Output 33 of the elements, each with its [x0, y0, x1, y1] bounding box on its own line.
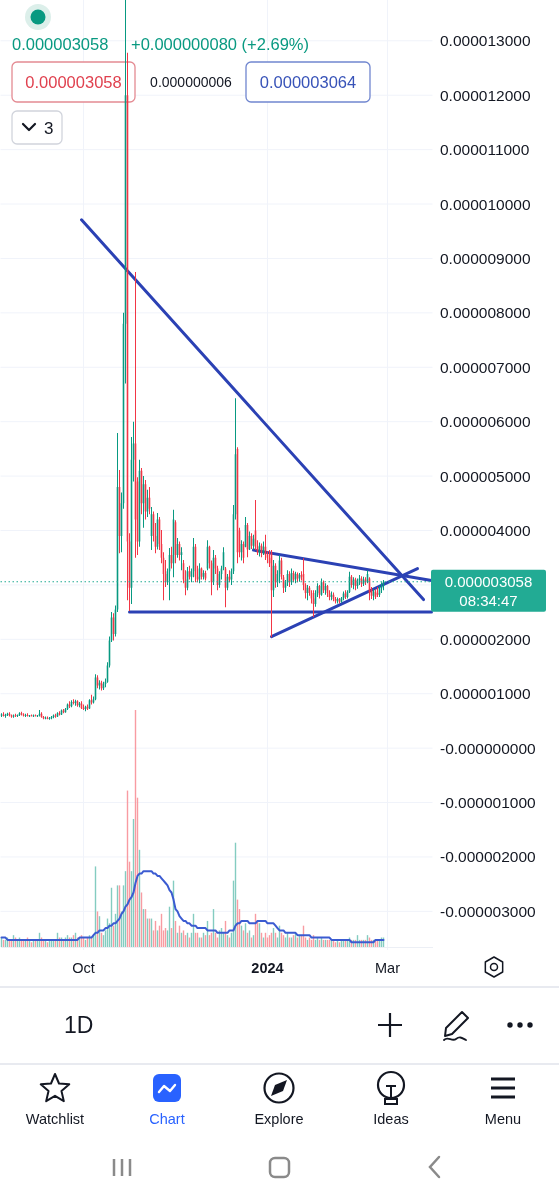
annotation: 0.000003058 — [25, 73, 122, 91]
y-tick-label: 0.000013000 — [440, 32, 531, 50]
text: Ideas — [373, 1111, 409, 1127]
annotation: 0.000003058 — [12, 35, 109, 53]
x-tick-label: Mar — [375, 960, 401, 976]
y-tick-label: 0.000005000 — [440, 467, 531, 485]
annotation: +0.000000080 (+2.69%) — [131, 35, 309, 53]
annotation: 3 — [44, 118, 54, 138]
y-tick-label: 0.000001000 — [440, 685, 531, 703]
y-tick-label: 0.000011000 — [440, 141, 530, 159]
y-tick-label: -0.000000000 — [440, 739, 537, 757]
x-tick-label: 2024 — [251, 960, 284, 976]
x-tick-label: Oct — [72, 960, 95, 976]
y-tick-label: -0.000002000 — [440, 848, 537, 866]
y-tick-label: 0.000009000 — [440, 249, 531, 267]
text: 08:34:47 — [459, 592, 518, 610]
y-tick-label: 0.000004000 — [440, 522, 531, 539]
y-tick-label: 0.000012000 — [440, 86, 531, 104]
y-tick-label: -0.000003000 — [440, 902, 537, 920]
ref-line-label: 0.000003058 — [444, 573, 533, 591]
annotation: 0.000000006 — [150, 74, 233, 90]
text: Chart — [149, 1111, 185, 1127]
y-tick-label: 0.000008000 — [440, 304, 531, 322]
y-tick-label: 0.000007000 — [440, 358, 531, 376]
annotation: 0.000003064 — [259, 73, 357, 91]
y-tick-label: 0.000002000 — [440, 630, 531, 648]
y-tick-label: 0.000010000 — [440, 195, 531, 213]
text: Watchlist — [25, 1111, 85, 1127]
text: 1D — [64, 1012, 94, 1038]
y-tick-label: 0.000006000 — [440, 413, 531, 431]
y-tick-label: -0.000001000 — [440, 794, 537, 812]
text: Explore — [254, 1111, 304, 1127]
text: Menu — [484, 1111, 522, 1127]
